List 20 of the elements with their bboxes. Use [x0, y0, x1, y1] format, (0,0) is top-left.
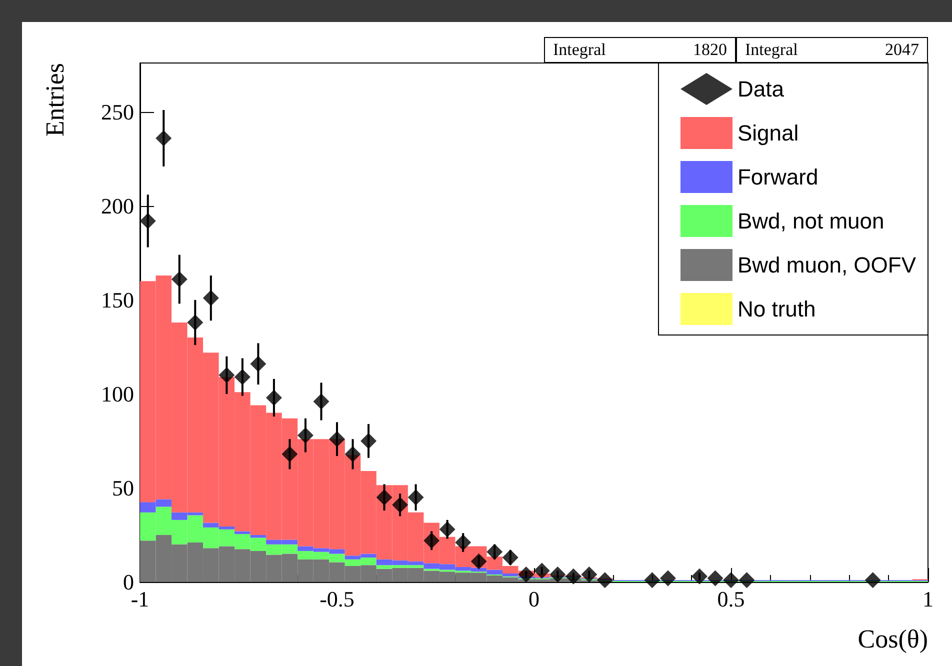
x-tick-label: 0.5	[717, 586, 745, 612]
x-tick-label: 1	[922, 586, 934, 612]
legend-label: Data	[737, 76, 785, 102]
y-axis-title: Entries	[40, 63, 70, 137]
legend-label: Bwd, not muon	[737, 208, 884, 234]
y-tick-label: 0	[123, 570, 134, 594]
y-tick-label: 50	[112, 475, 134, 500]
legend-label: Signal	[737, 120, 799, 146]
y-tick-label: 200	[101, 193, 134, 218]
text: Integral 1820	[553, 40, 727, 59]
x-tick-label: 0	[528, 586, 540, 612]
text: Integral 2047	[745, 40, 919, 59]
legend-label: No truth	[737, 296, 816, 322]
x-tick-label: -0.5	[320, 586, 354, 612]
y-tick-label: 250	[101, 99, 134, 124]
y-tick-label: 150	[101, 287, 134, 312]
legend-label: Forward	[737, 164, 818, 190]
legend-label: Bwd muon, OOFV	[737, 252, 916, 278]
x-axis-title: Cos(θ)	[858, 624, 928, 654]
y-tick-label: 100	[101, 381, 134, 406]
